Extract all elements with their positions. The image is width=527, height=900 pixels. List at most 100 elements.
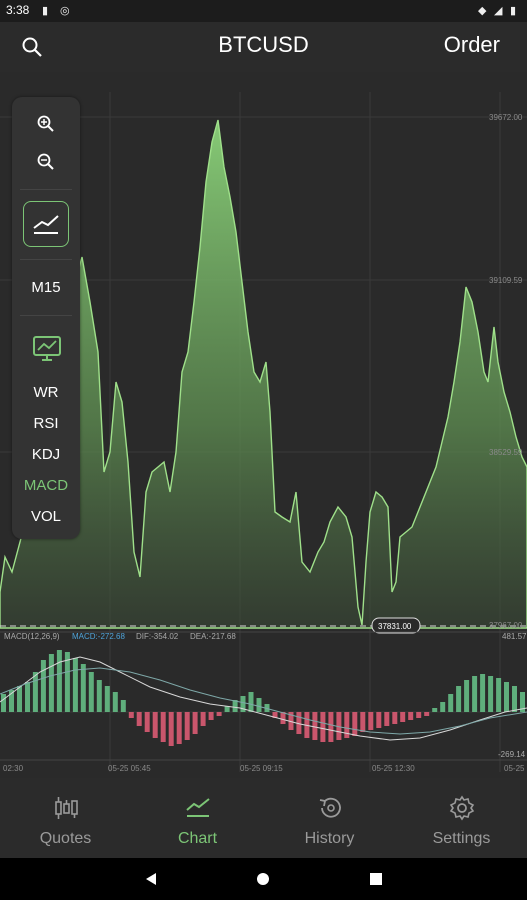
macd-bar [288,712,294,730]
macd-bar [336,712,342,740]
macd-bar [25,682,30,712]
macd-bar [320,712,326,742]
system-nav-bar [0,858,527,900]
current-price-tag: 37831.00 [371,617,421,634]
nav-history[interactable]: History [264,778,395,858]
macd-bar [256,698,262,712]
macd-bar [184,712,190,740]
divider [20,315,72,316]
macd-params: MACD(12,26,9) [4,632,60,641]
candlestick-icon [55,797,78,819]
dif-value: DIF:-354.02 [136,632,179,641]
macd-bar [17,686,22,712]
macd-bar [32,672,38,712]
nav-settings-label: Settings [432,830,491,847]
nav-history-label: History [304,830,355,847]
order-button[interactable]: Order [443,32,500,57]
macd-bar [456,686,462,712]
notification-icon: ▮ [42,5,49,17]
macd-bar [264,704,270,712]
macd-bar [440,702,446,712]
macd-bar [344,712,350,738]
line-chart-icon [186,798,210,817]
macd-bar [248,692,254,712]
macd-bar [416,712,422,718]
nav-chart[interactable]: Chart [132,778,263,858]
page-title: BTCUSD [218,32,309,57]
chart-area[interactable]: 37831.00 39672.00 39109.59 38529.59 3796… [0,72,527,778]
macd-bar [192,712,198,734]
wifi-icon: ◆ [478,5,487,17]
macd-bar [504,682,509,712]
macd-bar [448,694,454,712]
nav-quotes[interactable]: Quotes [0,778,131,858]
time-axis-label: 05-25 05:45 [108,764,151,773]
nav-quotes-label: Quotes [39,830,92,847]
price-axis-label: 39672.00 [489,113,523,122]
current-price-label: 37831.00 [378,622,412,631]
macd-bar [64,652,70,712]
gear-icon [449,795,475,821]
status-time: 3:38 [6,3,30,17]
macd-bar [48,654,54,712]
time-axis-label: 05-25 12:30 [372,764,415,773]
macd-bar [96,680,102,712]
indicator-wr[interactable]: WR [33,384,59,401]
macd-bar [496,678,502,712]
macd-axis-bottom: -269.14 [498,750,526,759]
status-bar: 3:38 ▮ ◎ ◆ ◢ ▮ [0,0,527,22]
macd-bar [200,712,206,726]
nav-settings[interactable]: Settings [396,778,527,858]
macd-bar [1,694,6,712]
chart-tool-panel: M15 WR RSI KDJ MACD VOL [12,97,80,539]
macd-bar [208,712,214,720]
macd-bar [272,712,278,718]
back-icon[interactable] [144,872,158,886]
macd-bar [112,692,118,712]
zoom-out-icon[interactable] [36,152,56,172]
macd-bar [384,712,390,726]
chart-type-button[interactable] [23,201,69,247]
macd-bar [240,696,246,712]
macd-histogram [1,650,525,746]
macd-bar [40,660,46,712]
history-icon [319,797,341,818]
home-icon[interactable] [256,872,270,886]
signal-icon: ◢ [494,5,503,17]
macd-bar [368,712,374,730]
macd-bar [328,712,334,742]
macd-bar [120,700,126,712]
price-chart[interactable]: 37831.00 39672.00 39109.59 38529.59 3796… [0,72,527,778]
indicator-monitor-icon[interactable] [32,335,62,363]
time-axis-label: 05-25 [504,764,525,773]
macd-bar [400,712,406,722]
macd-bar [392,712,398,724]
macd-bar [424,712,430,716]
macd-bar [408,712,414,720]
macd-bar [152,712,158,738]
divider [20,259,72,260]
indicator-macd[interactable]: MACD [23,477,69,494]
macd-bar [224,706,230,712]
time-axis-label: 05-25 09:15 [240,764,283,773]
zoom-in-icon[interactable] [36,114,56,134]
macd-bar [9,690,14,712]
macd-bar [480,674,486,712]
macd-bar [160,712,166,742]
macd-bar [144,712,150,732]
recents-icon[interactable] [370,873,382,885]
macd-bar [72,658,78,712]
macd-bar [128,712,134,718]
indicator-kdj[interactable]: KDJ [31,446,61,463]
indicator-vol[interactable]: VOL [30,508,61,525]
timeframe-button[interactable]: M15 [31,279,61,296]
indicator-rsi[interactable]: RSI [33,415,59,432]
macd-bar [56,650,62,712]
search-icon[interactable] [20,35,44,59]
macd-bar [104,686,110,712]
sync-icon: ◎ [60,5,70,17]
macd-bar [512,686,517,712]
macd-bar [232,700,238,712]
dea-line [0,667,527,735]
macd-bar [136,712,142,726]
